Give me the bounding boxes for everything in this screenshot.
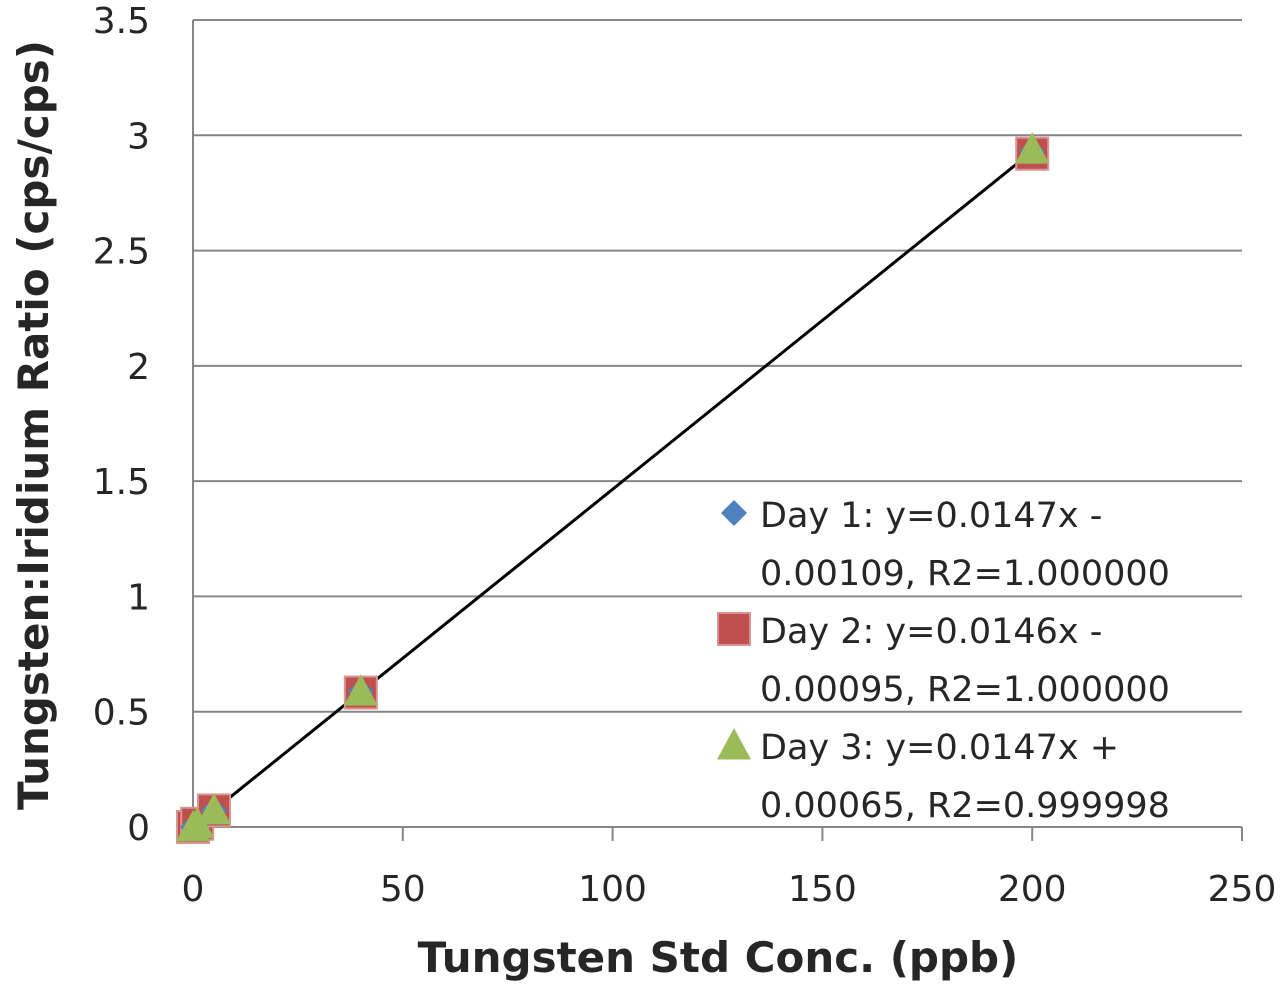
x-tick-label: 100 <box>578 869 647 910</box>
x-tick-label: 50 <box>380 869 426 910</box>
gridlines <box>193 19 1242 713</box>
y-tick-label: 2 <box>127 347 150 388</box>
series-3-point <box>343 674 378 706</box>
x-axis-title: Tungsten Std Conc. (ppb) <box>418 933 1019 982</box>
x-tick-label: 0 <box>182 869 205 910</box>
y-tick-label: 3.5 <box>93 1 150 42</box>
y-tick-label: 3 <box>127 116 150 157</box>
trendline <box>196 150 1034 825</box>
tick-labels: 0 0.5 1 1.5 2 2.5 3 3.5 0 50 100 150 200 250 <box>93 1 1277 910</box>
legend-label-3: 0.00065, R2=0.999998 <box>760 786 1170 826</box>
legend-label-1: Day 1: y=0.0147x - <box>760 496 1102 536</box>
trendline-layer <box>196 150 1034 825</box>
legend-marker-1 <box>721 500 747 526</box>
y-tick-label: 1.5 <box>93 462 150 503</box>
x-tick-label: 200 <box>998 869 1067 910</box>
y-axis-title: Tungsten:Iridium Ratio (cps/cps) <box>9 40 58 810</box>
x-tick-label: 150 <box>788 869 857 910</box>
legend: Day 1: y=0.0147x - 0.00109, R2=1.000000 Da… <box>717 496 1170 826</box>
legend-marker-3 <box>717 728 751 760</box>
series-3-point <box>1015 132 1050 164</box>
axes <box>192 20 1243 841</box>
y-tick-label: 0 <box>127 808 150 849</box>
series-3-point <box>196 792 231 825</box>
y-tick-label: 1 <box>127 577 150 618</box>
legend-label-2: 0.00095, R2=1.000000 <box>760 670 1170 710</box>
legend-marker-2 <box>717 612 751 646</box>
x-tick-label: 250 <box>1208 869 1277 910</box>
legend-label-1: 0.00109, R2=1.000000 <box>760 554 1170 594</box>
series-3-point <box>180 806 215 838</box>
y-tick-label: 0.5 <box>93 693 150 734</box>
legend-label-3: Day 3: y=0.0147x + <box>760 728 1119 768</box>
y-tick-label: 2.5 <box>93 232 150 273</box>
legend-label-2: Day 2: y=0.0146x - <box>760 612 1102 652</box>
data-points <box>176 132 1050 844</box>
